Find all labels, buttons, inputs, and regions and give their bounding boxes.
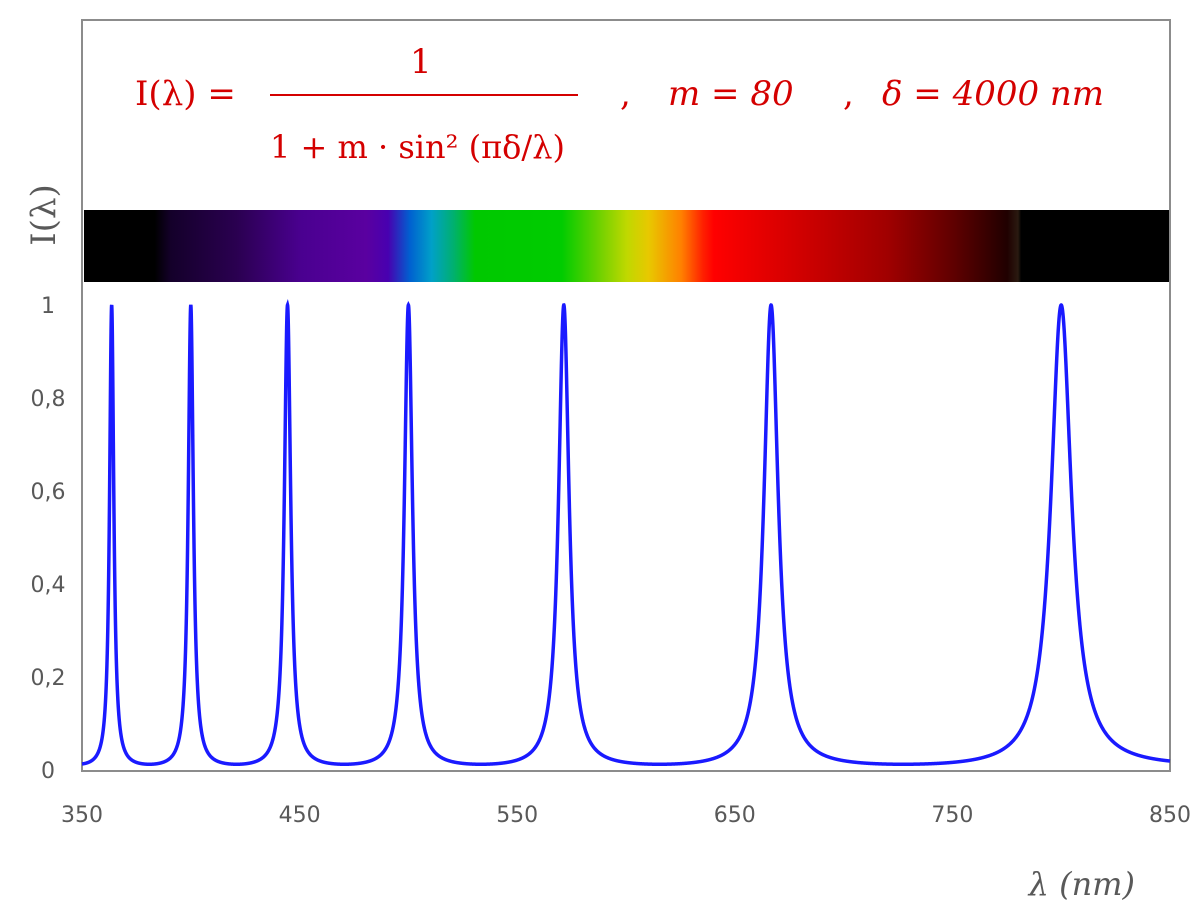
x-tick-label: 550 bbox=[496, 803, 538, 828]
formula-denominator: 1 + m · sin² (πδ/λ) bbox=[270, 128, 565, 166]
visible-spectrum-bar bbox=[84, 210, 1170, 282]
y-axis-label: I(λ) bbox=[24, 184, 64, 246]
formula-param-delta: δ = 4000 nm bbox=[882, 74, 1105, 114]
formula-numerator: 1 bbox=[410, 42, 432, 82]
y-tick-label: 0,6 bbox=[31, 480, 66, 505]
x-tick-label: 350 bbox=[61, 803, 103, 828]
x-axis-label: λ (nm) bbox=[1027, 865, 1135, 903]
y-tick-label: 0,8 bbox=[31, 387, 66, 412]
x-tick-label: 450 bbox=[279, 803, 321, 828]
y-tick-label: 0,2 bbox=[31, 666, 66, 691]
formula-separator: , bbox=[843, 74, 854, 114]
x-tick-label: 850 bbox=[1149, 803, 1191, 828]
x-tick-label: 650 bbox=[714, 803, 756, 828]
y-tick-label: 0 bbox=[41, 759, 55, 784]
formula-lhs: I(λ) = bbox=[135, 74, 236, 114]
plot-frame bbox=[81, 19, 1171, 772]
formula-param-m: m = 80 bbox=[668, 74, 794, 114]
formula-separator: , bbox=[620, 74, 631, 114]
y-tick-label: 1 bbox=[41, 294, 55, 319]
intensity-curve bbox=[81, 298, 1171, 767]
x-tick-label: 750 bbox=[931, 803, 973, 828]
y-tick-label: 0,4 bbox=[31, 573, 66, 598]
formula-fraction-bar bbox=[270, 94, 578, 96]
